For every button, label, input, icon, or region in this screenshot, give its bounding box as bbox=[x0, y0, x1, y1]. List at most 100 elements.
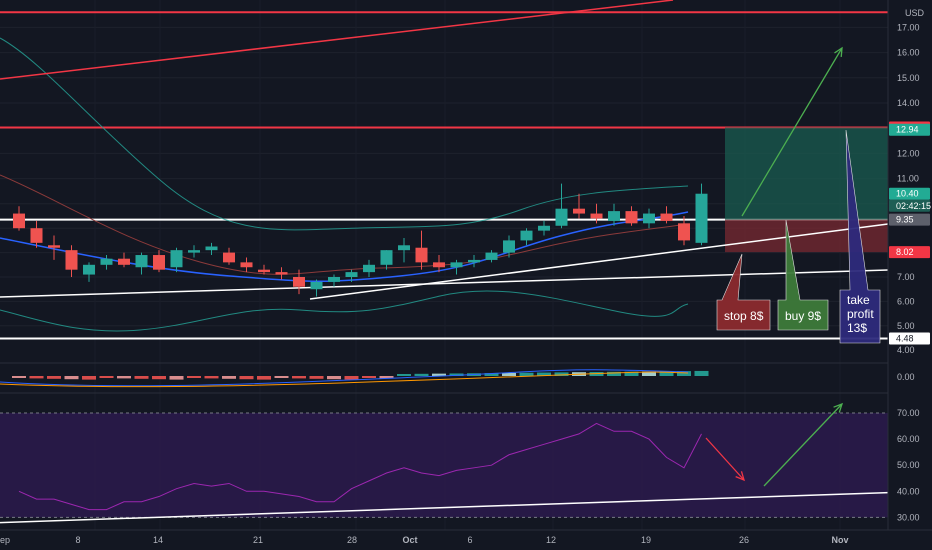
moving-average bbox=[0, 211, 689, 282]
macd-histogram-bar bbox=[414, 373, 429, 376]
time-axis[interactable]: ep 8 14 21 28 Oct 6 12 19 26 Nov bbox=[0, 529, 932, 550]
candle-body bbox=[450, 262, 463, 268]
candle-body bbox=[83, 264, 95, 275]
candle-body bbox=[293, 277, 305, 287]
macd-histogram-bar bbox=[327, 376, 341, 380]
candle-body bbox=[153, 255, 165, 270]
down-arrow-rsi-head bbox=[735, 471, 746, 482]
price-badge bbox=[889, 123, 930, 136]
candle-body bbox=[433, 262, 445, 268]
macd-histogram-bar bbox=[64, 376, 79, 380]
macd-histogram-bar bbox=[239, 376, 254, 380]
price-tick: 5.00 bbox=[897, 321, 915, 331]
macd-histogram-bar bbox=[607, 371, 621, 376]
candles[interactable] bbox=[13, 183, 708, 297]
candle-body bbox=[468, 259, 480, 263]
candle-body bbox=[135, 255, 148, 268]
macd-histogram-bar bbox=[29, 376, 44, 379]
rsi-tick: 40.00 bbox=[897, 486, 920, 496]
price-badge bbox=[889, 246, 930, 259]
macd-histogram-bar bbox=[204, 376, 219, 379]
candle-body bbox=[258, 269, 270, 273]
buy-label: buy 9$ bbox=[785, 309, 821, 323]
candle-body bbox=[65, 250, 78, 270]
projection-arrows[interactable] bbox=[741, 46, 843, 217]
time-tick: 26 bbox=[739, 535, 749, 545]
candle-body bbox=[240, 262, 253, 268]
rsi-trendline bbox=[0, 491, 889, 524]
indicator-tick: 0.00 bbox=[897, 372, 915, 382]
macd-histogram-bar bbox=[379, 376, 394, 379]
down-arrow-rsi bbox=[705, 437, 745, 481]
price-axis[interactable]: USD 17.00 16.00 15.00 14.00 12.00 11.00 7.00 6.… bbox=[887, 0, 932, 530]
trendline-rising bbox=[309, 223, 889, 300]
price-tick: 7.00 bbox=[897, 272, 915, 282]
candle-body bbox=[538, 225, 550, 231]
price-badge bbox=[889, 332, 930, 345]
take-profit-label-3: 13$ bbox=[847, 321, 867, 335]
macd-histogram-bar bbox=[677, 371, 691, 376]
up-arrow-price bbox=[741, 47, 843, 217]
price-badge-label: 02:42:15 bbox=[896, 201, 931, 211]
macd-histogram-bar bbox=[309, 376, 324, 379]
macd-indicator bbox=[0, 369, 709, 388]
macd-line bbox=[0, 369, 689, 387]
time-tick: 21 bbox=[253, 535, 263, 545]
time-tick: 8 bbox=[75, 535, 80, 545]
rsi-pane[interactable] bbox=[0, 392, 889, 524]
macd-histogram-bar bbox=[99, 376, 114, 378]
macd-histogram-bar bbox=[47, 376, 61, 379]
macd-histogram-bar bbox=[502, 372, 516, 376]
loss-zone bbox=[725, 219, 888, 253]
price-tick: 16.00 bbox=[897, 48, 920, 58]
macd-histogram-bar bbox=[82, 376, 96, 380]
indicator-pane[interactable] bbox=[0, 362, 888, 388]
price-badge bbox=[889, 213, 930, 226]
take-profit-label-2: profit bbox=[847, 307, 874, 321]
candle-body bbox=[398, 245, 410, 251]
time-tick: Oct bbox=[402, 535, 417, 545]
macd-histogram-bar bbox=[694, 370, 709, 376]
candle-body bbox=[625, 211, 638, 224]
candle-body bbox=[223, 252, 235, 263]
macd-histogram-bar bbox=[554, 372, 569, 376]
macd-histogram-bar bbox=[642, 371, 656, 376]
candle-body bbox=[380, 250, 393, 265]
time-tick: 28 bbox=[347, 535, 357, 545]
time-tick: Nov bbox=[831, 535, 848, 545]
macd-histogram-bar bbox=[187, 376, 201, 378]
price-badge bbox=[889, 187, 930, 200]
candle-body bbox=[678, 223, 690, 241]
candle-body bbox=[363, 264, 375, 273]
stop-callout bbox=[716, 253, 771, 331]
macd-histogram-bar bbox=[449, 373, 464, 376]
time-tick: 19 bbox=[641, 535, 651, 545]
candle-body bbox=[695, 193, 708, 243]
candle-body bbox=[188, 250, 200, 253]
rsi-tick: 60.00 bbox=[897, 434, 920, 444]
stop-label: stop 8$ bbox=[724, 309, 764, 323]
rsi-tick: 30.00 bbox=[897, 512, 920, 522]
up-arrow-price-head bbox=[834, 46, 843, 58]
macd-histogram-bar bbox=[362, 376, 376, 378]
currency-label: USD bbox=[905, 8, 925, 18]
long-position-tool[interactable] bbox=[725, 127, 888, 253]
price-tick: 6.00 bbox=[897, 296, 915, 306]
candle-body bbox=[485, 252, 498, 260]
candle-body bbox=[415, 247, 428, 263]
time-tick-labels: ep 8 14 21 28 Oct 6 12 19 26 Nov bbox=[0, 535, 849, 545]
rsi-indicator bbox=[0, 402, 889, 524]
price-badge-label: 4.48 bbox=[896, 333, 914, 343]
macd-histogram-bar bbox=[292, 376, 306, 379]
candle-body bbox=[520, 230, 533, 241]
candle-body bbox=[170, 250, 183, 268]
signal-line bbox=[0, 371, 689, 388]
price-badge-label: 12.94 bbox=[896, 125, 919, 135]
price-tick: 17.00 bbox=[897, 22, 920, 32]
time-tick: 14 bbox=[153, 535, 163, 545]
candle-body bbox=[643, 213, 655, 224]
price-tick: 12.00 bbox=[897, 148, 920, 158]
bollinger-lower bbox=[0, 290, 689, 332]
